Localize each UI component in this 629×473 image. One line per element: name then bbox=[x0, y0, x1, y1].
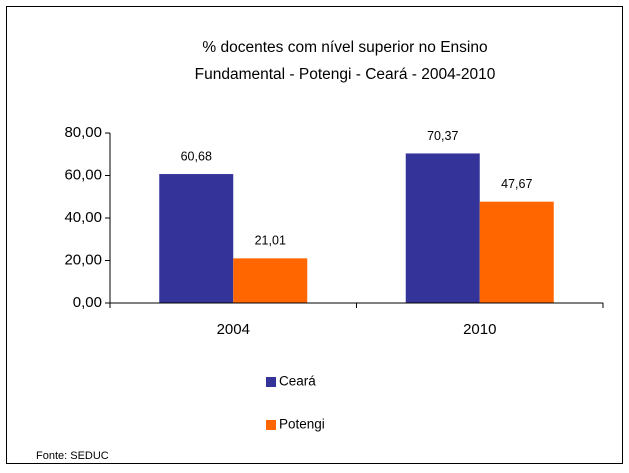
data-label: 60,68 bbox=[181, 149, 212, 163]
bar bbox=[233, 258, 308, 303]
legend-swatch bbox=[266, 420, 276, 430]
data-label: 70,37 bbox=[427, 129, 458, 143]
bar bbox=[405, 153, 480, 303]
source: Fonte: SEDUC bbox=[36, 450, 109, 462]
y-tick-label: 60,00 bbox=[64, 166, 102, 183]
bar bbox=[159, 174, 234, 303]
y-tick-label: 80,00 bbox=[64, 124, 102, 141]
y-tick-label: 0,00 bbox=[73, 294, 102, 311]
data-label: 21,01 bbox=[255, 234, 286, 248]
x-tick-label: 2010 bbox=[463, 321, 496, 338]
y-tick-label: 20,00 bbox=[64, 251, 102, 268]
chart-title: % docentes com nível superior no Ensino bbox=[202, 39, 487, 56]
legend-label: Ceará bbox=[279, 374, 316, 389]
data-label: 47,67 bbox=[501, 177, 532, 191]
legend-label: Potengi bbox=[279, 417, 325, 432]
y-tick-label: 40,00 bbox=[64, 209, 102, 226]
bar bbox=[479, 201, 554, 303]
legend-swatch bbox=[266, 377, 276, 387]
x-tick-label: 2004 bbox=[217, 321, 250, 338]
chart-title: Fundamental - Potengi - Ceará - 2004-201… bbox=[195, 66, 496, 83]
